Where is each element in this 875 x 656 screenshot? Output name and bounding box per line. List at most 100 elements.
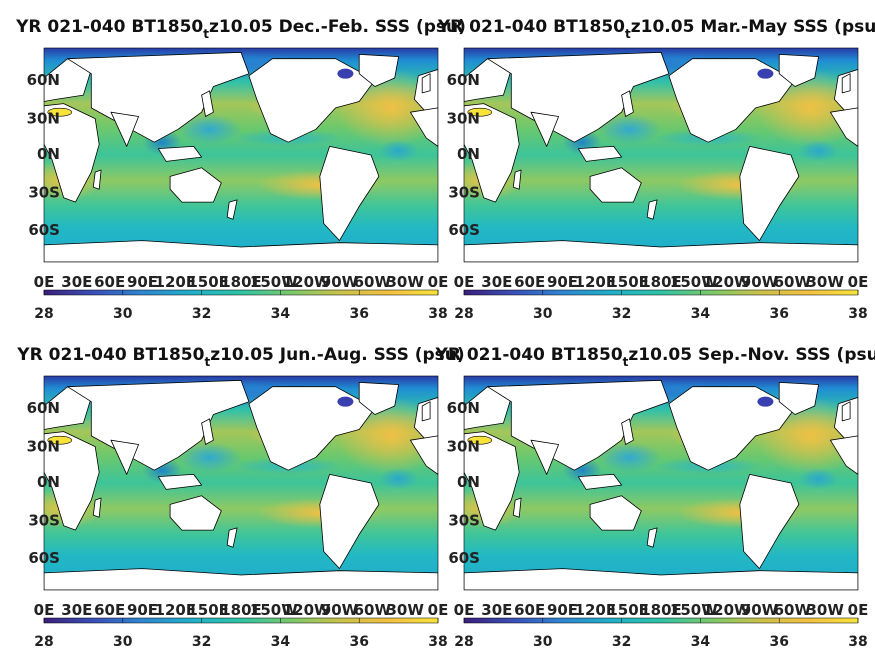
- land-antarctica: [44, 240, 438, 262]
- x-tick-label: 180E: [220, 273, 262, 291]
- land-uk-islands: [421, 401, 431, 422]
- colorbar-tick-label: 34: [691, 634, 711, 650]
- land-india: [110, 111, 139, 147]
- land-greenland: [358, 382, 399, 415]
- x-tick-label: 60E: [94, 601, 125, 619]
- x-tick-label: 120E: [155, 273, 197, 291]
- x-tick-label: 60E: [514, 273, 545, 291]
- x-tick-label: 120W: [703, 273, 751, 291]
- x-tick-label: 60W: [774, 601, 812, 619]
- y-tick-label: 30N: [447, 110, 480, 128]
- x-tick-label: 150W: [670, 601, 718, 619]
- x-tick-label: 30E: [481, 601, 512, 619]
- mediterranean-spot: [467, 107, 493, 117]
- colorbar: [463, 617, 859, 624]
- salinity-blob: [798, 468, 839, 490]
- land-antarctica: [44, 568, 438, 590]
- sss-map-panel-jja: YR 021-040 BT1850tz10.05 Jun.-Aug. SSS (…: [0, 328, 875, 656]
- x-tick-label: 0E: [34, 601, 55, 619]
- y-tick-label: 60S: [448, 221, 480, 239]
- land-africa-west: [830, 435, 858, 475]
- land-madagascar: [512, 169, 522, 190]
- y-tick-label: 60S: [448, 549, 480, 567]
- x-tick-label: 0E: [34, 273, 55, 291]
- land-south-america: [319, 474, 380, 569]
- x-tick-label: 0E: [454, 273, 475, 291]
- hudson-bay-spot: [757, 396, 774, 407]
- x-tick-label: 30W: [386, 273, 424, 291]
- land-japan-islands: [621, 90, 634, 117]
- chart-title: YR 021-040 BT1850tz10.05 Jun.-Aug. SSS (…: [16, 345, 464, 369]
- colorbar-tick-label: 28: [454, 306, 473, 322]
- x-tick-label: 180E: [640, 273, 682, 291]
- land-indonesia-islands: [157, 146, 202, 162]
- land-japan-islands: [201, 90, 214, 117]
- y-tick-label: 30S: [448, 183, 480, 201]
- land-india: [110, 439, 139, 475]
- y-tick-label: 60N: [27, 399, 60, 417]
- land-new-zealand: [226, 199, 238, 220]
- land-new-zealand: [226, 527, 238, 548]
- x-tick-label: 30W: [806, 273, 844, 291]
- land-india: [530, 439, 559, 475]
- colorbar-tick-label: 38: [848, 306, 867, 322]
- land-australia: [169, 167, 222, 203]
- x-tick-label: 150W: [250, 601, 298, 619]
- land-indonesia-islands: [577, 146, 622, 162]
- y-tick-label: 0N: [457, 473, 480, 491]
- land-antarctica: [464, 568, 858, 590]
- x-tick-label: 120E: [575, 273, 617, 291]
- x-tick-label: 90W: [321, 273, 359, 291]
- colorbar-tick-label: 28: [34, 634, 53, 650]
- salinity-blob: [597, 114, 661, 145]
- chart-title: YR 021-040 BT1850tz10.05 Dec.-Feb. SSS (…: [15, 17, 466, 41]
- x-tick-label: 60W: [354, 601, 392, 619]
- x-tick-label: 90W: [321, 601, 359, 619]
- salinity-blob: [597, 442, 661, 473]
- mediterranean-spot: [47, 435, 73, 445]
- x-tick-label: 30E: [481, 273, 512, 291]
- y-tick-label: 60S: [28, 221, 60, 239]
- map-frame: [463, 375, 859, 591]
- colorbar-tick-label: 38: [848, 634, 867, 650]
- colorbar-tick-label: 34: [271, 634, 291, 650]
- y-tick-label: 30S: [28, 511, 60, 529]
- land-africa: [464, 431, 520, 531]
- salinity-blob: [378, 468, 419, 490]
- hudson-bay-spot: [337, 68, 354, 79]
- colorbar-tick-label: 34: [271, 306, 291, 322]
- x-tick-label: 0E: [848, 273, 869, 291]
- sss-map-panel-djf: YR 021-040 BT1850tz10.05 Dec.-Feb. SSS (…: [15, 17, 466, 322]
- x-tick-label: 150E: [607, 273, 649, 291]
- salinity-blob: [378, 140, 419, 162]
- salinity-blob: [177, 114, 241, 145]
- x-tick-label: 0E: [848, 601, 869, 619]
- salinity-field: [464, 376, 858, 590]
- hudson-bay-spot: [757, 68, 774, 79]
- sss-map-panel-son: YR 021-040 BT1850tz10.05 Sep.-Nov. SSS (…: [0, 328, 875, 656]
- x-tick-label: 90E: [547, 601, 578, 619]
- map-frame: [43, 375, 439, 591]
- y-tick-label: 60S: [28, 549, 60, 567]
- x-tick-label: 120W: [703, 601, 751, 619]
- land-asia: [67, 379, 250, 471]
- land-india: [530, 111, 559, 147]
- land-madagascar: [92, 169, 102, 190]
- y-tick-label: 30N: [27, 438, 60, 456]
- land-south-america: [739, 146, 800, 241]
- x-tick-label: 150E: [607, 601, 649, 619]
- salinity-field: [44, 376, 438, 590]
- x-tick-label: 0E: [428, 273, 449, 291]
- colorbar-tick-label: 32: [612, 634, 631, 650]
- mediterranean-spot: [47, 107, 73, 117]
- colorbar: [463, 289, 859, 296]
- land-asia: [487, 51, 670, 143]
- land-greenland: [778, 382, 819, 415]
- land-asia: [67, 51, 250, 143]
- colorbar-tick-label: 32: [192, 306, 211, 322]
- salinity-blob: [798, 140, 839, 162]
- y-tick-label: 60N: [447, 71, 480, 89]
- land-africa: [44, 103, 100, 203]
- sss-map-svg: YR 021-040 BT1850tz10.05 Mar.-May SSS (p…: [437, 17, 875, 322]
- y-tick-label: 30S: [448, 511, 480, 529]
